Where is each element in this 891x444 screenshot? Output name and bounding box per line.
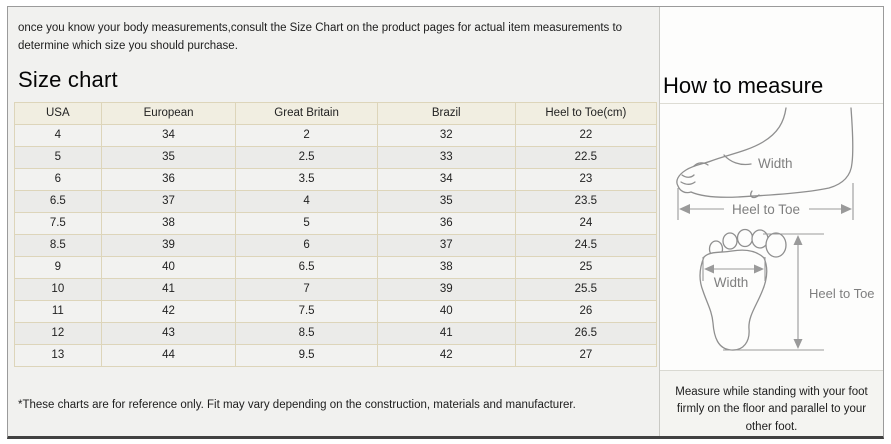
table-cell: 7 [235, 277, 378, 301]
foot-side-view-diagram: Width Heel to Toe [676, 107, 854, 220]
arrow-left-icon [704, 264, 714, 274]
table-cell: 37 [376, 233, 516, 257]
foot-sole-view-diagram: Width Heel to Toe [699, 228, 875, 351]
reference-footnote: *These charts are for reference only. Fi… [18, 399, 576, 411]
table-cell: 35 [100, 145, 237, 169]
table-row: 8.5 39 6 37 24.5 [14, 233, 658, 257]
table-cell: 38 [376, 255, 516, 279]
table-row: 12 43 8.5 41 26.5 [14, 321, 658, 345]
diagram-area: Width Heel to Toe [660, 104, 883, 370]
table-cell: 23.5 [514, 189, 658, 213]
table-cell: 42 [376, 343, 516, 367]
table-cell: 25 [514, 255, 658, 279]
sole-heel-to-toe-label: Heel to Toe [809, 286, 875, 301]
table-cell: 9.5 [235, 343, 378, 367]
how-to-measure-title: How to measure [663, 73, 824, 98]
table-cell: 22 [514, 123, 658, 147]
arrow-left-icon [679, 204, 690, 214]
table-row: 4 34 2 32 22 [14, 123, 658, 147]
arrow-right-icon [754, 264, 764, 274]
how-to-measure-header: How to measure [660, 7, 883, 104]
side-heel-to-toe-label: Heel to Toe [732, 202, 800, 217]
table-cell: 22.5 [514, 145, 658, 169]
table-cell: 2.5 [235, 145, 378, 169]
arrow-right-icon [841, 204, 852, 214]
table-cell: 43 [100, 321, 237, 345]
arrow-up-icon [793, 235, 803, 245]
table-cell: 32 [376, 123, 516, 147]
table-row: 6.5 37 4 35 23.5 [14, 189, 658, 213]
column-header: Great Britain [235, 101, 378, 125]
footprint-outline-icon [699, 249, 768, 351]
foot-outline-icon [676, 107, 854, 198]
table-row: 10 41 7 39 25.5 [14, 277, 658, 301]
table-cell: 7.5 [14, 211, 102, 235]
sole-width-label: Width [714, 275, 749, 290]
table-cell: 36 [100, 167, 237, 191]
table-cell: 39 [100, 233, 237, 257]
table-cell: 3.5 [235, 167, 378, 191]
column-header: USA [14, 101, 102, 125]
table-cell: 26.5 [514, 321, 658, 345]
how-to-measure-panel: How to measure [659, 7, 883, 436]
column-header: Heel to Toe(cm) [514, 101, 658, 125]
table-cell: 24.5 [514, 233, 658, 257]
table-cell: 37 [100, 189, 237, 213]
column-header: European [100, 101, 237, 125]
intro-text: once you know your body measurements,con… [18, 22, 623, 52]
table-row: 9 40 6.5 38 25 [14, 255, 658, 279]
table-cell: 34 [100, 123, 237, 147]
arrow-down-icon [793, 339, 803, 349]
measure-instruction: Measure while standing with your foot fi… [660, 370, 883, 436]
table-cell: 7.5 [235, 299, 378, 323]
table-cell: 5 [235, 211, 378, 235]
table-cell: 24 [514, 211, 658, 235]
table-cell: 2 [235, 123, 378, 147]
table-row: 6 36 3.5 34 23 [14, 167, 658, 191]
table-cell: 38 [100, 211, 237, 235]
table-cell: 9 [14, 255, 102, 279]
side-width-label: Width [758, 156, 793, 171]
table-cell: 4 [235, 189, 378, 213]
table-row: 11 42 7.5 40 26 [14, 299, 658, 323]
table-cell: 35 [376, 189, 516, 213]
table-cell: 8.5 [14, 233, 102, 257]
table-cell: 10 [14, 277, 102, 301]
table-cell: 42 [100, 299, 237, 323]
table-cell: 26 [514, 299, 658, 323]
table-cell: 25.5 [514, 277, 658, 301]
size-table-body: 4 34 2 32 22 5 35 2.5 33 22.5 6 36 3.5 34 23 6.5 37 4 35 23… [14, 123, 658, 367]
table-row: 13 44 9.5 42 27 [14, 343, 658, 367]
table-cell: 40 [100, 255, 237, 279]
table-cell: 27 [514, 343, 658, 367]
table-cell: 6.5 [235, 255, 378, 279]
table-cell: 33 [376, 145, 516, 169]
table-cell: 40 [376, 299, 516, 323]
size-table: USA European Great Britain Brazil Heel to To… [14, 101, 658, 367]
table-row: 7.5 38 5 36 24 [14, 211, 658, 235]
table-row: 5 35 2.5 33 22.5 [14, 145, 658, 169]
size-table-header-row: USA European Great Britain Brazil Heel to To… [14, 101, 658, 125]
table-cell: 8.5 [235, 321, 378, 345]
table-cell: 41 [100, 277, 237, 301]
table-cell: 13 [14, 343, 102, 367]
table-cell: 6 [14, 167, 102, 191]
table-cell: 36 [376, 211, 516, 235]
table-cell: 12 [14, 321, 102, 345]
size-chart-title: Size chart [18, 66, 118, 92]
table-cell: 5 [14, 145, 102, 169]
table-cell: 39 [376, 277, 516, 301]
table-cell: 4 [14, 123, 102, 147]
column-header: Brazil [376, 101, 516, 125]
table-cell: 6 [235, 233, 378, 257]
content-frame: once you know your body measurements,con… [7, 6, 884, 439]
table-cell: 34 [376, 167, 516, 191]
table-cell: 11 [14, 299, 102, 323]
size-chart-panel: once you know your body measurements,con… [8, 7, 659, 436]
table-cell: 44 [100, 343, 237, 367]
table-cell: 23 [514, 167, 658, 191]
table-cell: 6.5 [14, 189, 102, 213]
table-cell: 41 [376, 321, 516, 345]
